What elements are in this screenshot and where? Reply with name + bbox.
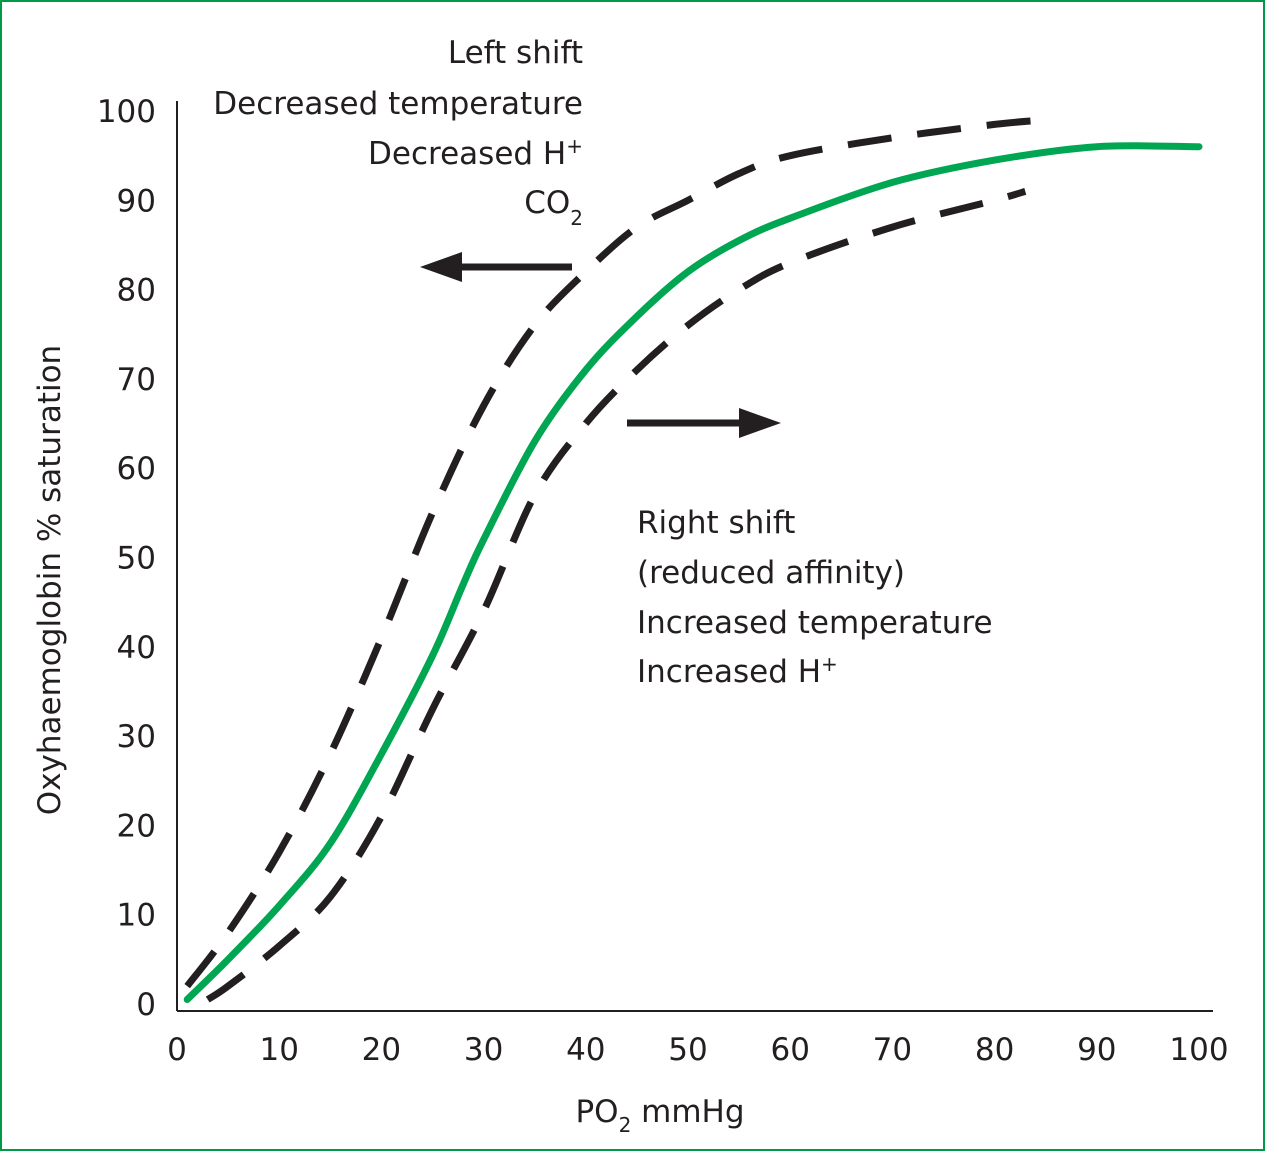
- left-shift-line-4: CO2: [524, 185, 583, 230]
- right-shift-line-4: Increased H+: [637, 652, 838, 690]
- x-tick-label: 30: [464, 1032, 503, 1068]
- x-tick-label: 100: [1169, 1032, 1228, 1068]
- x-tick-label: 20: [362, 1032, 401, 1068]
- x-tick-labels: 0 10 20 30 40 50 60 70 80 90 100: [167, 1032, 1228, 1068]
- normal-curve: [183, 142, 1203, 1003]
- y-tick-label: 100: [97, 94, 156, 130]
- right-shift-curve: [205, 188, 1027, 1003]
- x-tick-label: 10: [259, 1032, 298, 1068]
- left-shift-title: Left shift: [448, 35, 583, 71]
- y-tick-label: 60: [117, 451, 156, 487]
- y-tick-labels: 0 10 20 30 40 50 60 70 80 90 100: [97, 94, 156, 1023]
- left-shift-annotation: Left shift Decreased temperature Decreas…: [213, 35, 583, 230]
- right-shift-arrow: [627, 408, 781, 438]
- axes: [176, 101, 1213, 1012]
- y-tick-label: 80: [117, 273, 156, 309]
- y-tick-label: 70: [117, 362, 156, 398]
- y-axis-label: Oxyhaemoglobin % saturation: [32, 345, 68, 815]
- x-tick-label: 0: [167, 1032, 187, 1068]
- left-shift-arrow: [420, 252, 572, 282]
- series-layer: [183, 116, 1203, 1003]
- x-tick-label: 40: [566, 1032, 605, 1068]
- right-shift-line-2: (reduced affinity): [637, 555, 905, 591]
- x-tick-label: 90: [1077, 1032, 1116, 1068]
- right-shift-line-3: Increased temperature: [637, 605, 993, 641]
- y-tick-label: 10: [117, 898, 156, 934]
- x-axis-label: PO2 mmHg: [575, 1094, 744, 1137]
- y-tick-label: 40: [117, 630, 156, 666]
- x-tick-label: 50: [668, 1032, 707, 1068]
- y-tick-label: 50: [117, 541, 156, 577]
- left-shift-curve: [184, 116, 1047, 989]
- left-shift-line-3: Decreased H+: [368, 134, 583, 172]
- x-tick-label: 70: [873, 1032, 912, 1068]
- y-tick-label: 90: [117, 183, 156, 219]
- y-tick-label: 30: [117, 719, 156, 755]
- y-tick-label: 0: [136, 987, 156, 1023]
- right-shift-title: Right shift: [637, 505, 795, 541]
- x-tick-label: 80: [975, 1032, 1014, 1068]
- y-tick-label: 20: [117, 808, 156, 844]
- x-tick-label: 60: [770, 1032, 809, 1068]
- right-shift-annotation: Right shift (reduced affinity) Increased…: [637, 505, 993, 690]
- left-shift-line-2: Decreased temperature: [213, 86, 583, 122]
